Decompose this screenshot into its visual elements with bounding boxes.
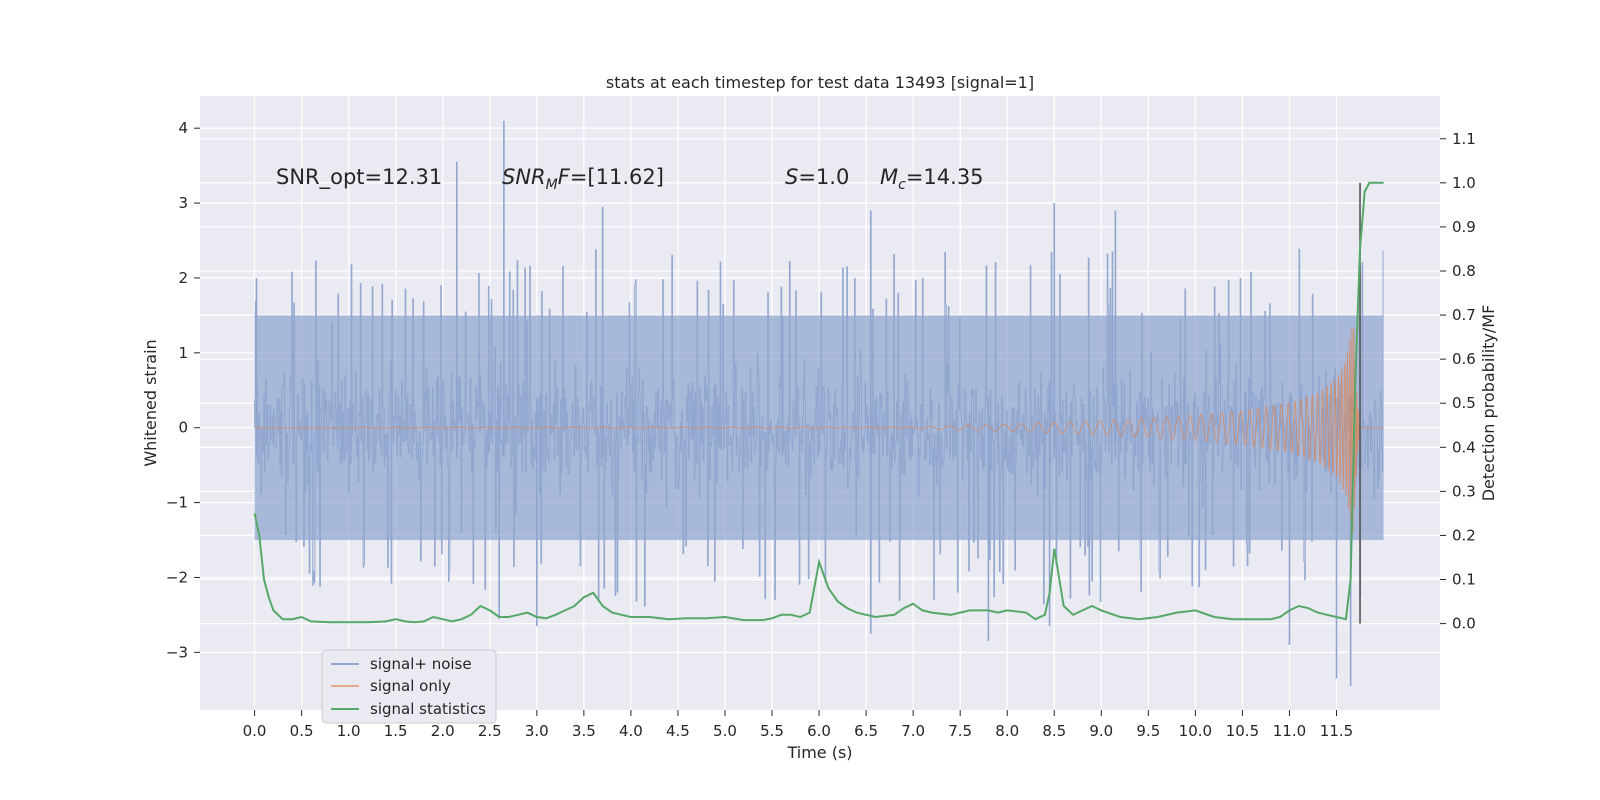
x-tick-label-4: 2.0 — [431, 722, 455, 740]
y2-tick-label-9: 0.9 — [1452, 218, 1476, 236]
x-tick-label-21: 10.5 — [1226, 722, 1259, 740]
y-tick-label-6: 3 — [178, 194, 188, 212]
y2-tick-label-2: 0.2 — [1452, 526, 1476, 544]
y-tick-label-1: −2 — [166, 568, 188, 586]
y2-tick-label-1: 0.1 — [1452, 571, 1476, 589]
annotation-s: S=1.0 — [785, 165, 849, 189]
series-signal-only — [254, 328, 1384, 533]
y2-tick-label-5: 0.5 — [1452, 394, 1476, 412]
x-tick-label-1: 0.5 — [290, 722, 314, 740]
signal-trace — [254, 328, 1384, 533]
x-tick-label-14: 7.0 — [901, 722, 925, 740]
x-tick-label-3: 1.5 — [384, 722, 408, 740]
legend-box — [321, 649, 497, 724]
y-axis-label: Whitened strain — [141, 339, 160, 466]
y2-tick-label-10: 1.0 — [1452, 174, 1476, 192]
annotation-snr-opt: SNR_opt=12.31 — [276, 165, 442, 190]
stats-trace — [253, 181, 1384, 624]
y-tick-label-5: 2 — [178, 269, 188, 287]
y-axis-left: −3 −2 −1 0 1 2 3 4 — [166, 119, 200, 661]
x-tick-label-17: 8.5 — [1042, 722, 1066, 740]
x-tick-label-7: 3.5 — [572, 722, 596, 740]
x-tick-label-11: 5.5 — [760, 722, 784, 740]
y2-axis-label: Detection probability/MF — [1479, 305, 1498, 502]
chart-title: stats at each timestep for test data 134… — [606, 73, 1034, 92]
x-axis: 0.0 0.5 1.0 1.5 2.0 2.5 3.0 3.5 4.0 4.5 5.0 5.5 6.0 6… — [243, 710, 1353, 740]
y2-tick-label-6: 0.6 — [1452, 350, 1476, 368]
x-tick-label-20: 10.0 — [1179, 722, 1212, 740]
x-tick-label-16: 8.0 — [995, 722, 1019, 740]
x-tick-label-2: 1.0 — [337, 722, 361, 740]
x-tick-label-6: 3.0 — [525, 722, 549, 740]
x-tick-label-0: 0.0 — [243, 722, 267, 740]
series-signal-statistics — [253, 181, 1384, 624]
legend-label-noise: signal+ noise — [370, 655, 472, 673]
x-tick-label-12: 6.0 — [807, 722, 831, 740]
y2-tick-label-11: 1.1 — [1452, 130, 1476, 148]
y2-tick-label-7: 0.7 — [1452, 306, 1476, 324]
y-tick-label-0: −3 — [166, 643, 188, 661]
y2-tick-label-8: 0.8 — [1452, 262, 1476, 280]
y-tick-label-4: 1 — [178, 344, 188, 362]
legend-label-signal: signal only — [370, 677, 451, 695]
y-tick-label-2: −1 — [166, 494, 188, 512]
y2-tick-label-0: 0.0 — [1452, 615, 1476, 633]
annotation-snr-mf: SNRMF=[11.62] — [502, 165, 664, 193]
legend: signal+ noise signal only signal statist… — [321, 649, 497, 724]
legend-label-stats: signal statistics — [370, 700, 486, 718]
y-tick-label-7: 4 — [178, 119, 188, 137]
x-tick-label-8: 4.0 — [619, 722, 643, 740]
y-tick-label-3: 0 — [178, 419, 188, 437]
x-tick-label-13: 6.5 — [854, 722, 878, 740]
x-tick-label-22: 11.0 — [1273, 722, 1306, 740]
x-tick-label-23: 11.5 — [1320, 722, 1353, 740]
annotation-mc: Mc=14.35 — [880, 165, 984, 193]
x-tick-label-10: 5.0 — [713, 722, 737, 740]
y-axis-right: 0.0 0.1 0.2 0.3 0.4 0.5 0.6 0.7 0.8 0.9 1.0 1.1 — [1440, 130, 1476, 633]
y2-tick-label-4: 0.4 — [1452, 438, 1476, 456]
x-tick-label-18: 9.0 — [1089, 722, 1113, 740]
y2-tick-label-3: 0.3 — [1452, 482, 1476, 500]
x-tick-label-19: 9.5 — [1136, 722, 1160, 740]
x-tick-label-15: 7.5 — [948, 722, 972, 740]
x-tick-label-9: 4.5 — [666, 722, 690, 740]
x-axis-label: Time (s) — [786, 743, 852, 762]
x-tick-label-5: 2.5 — [478, 722, 502, 740]
